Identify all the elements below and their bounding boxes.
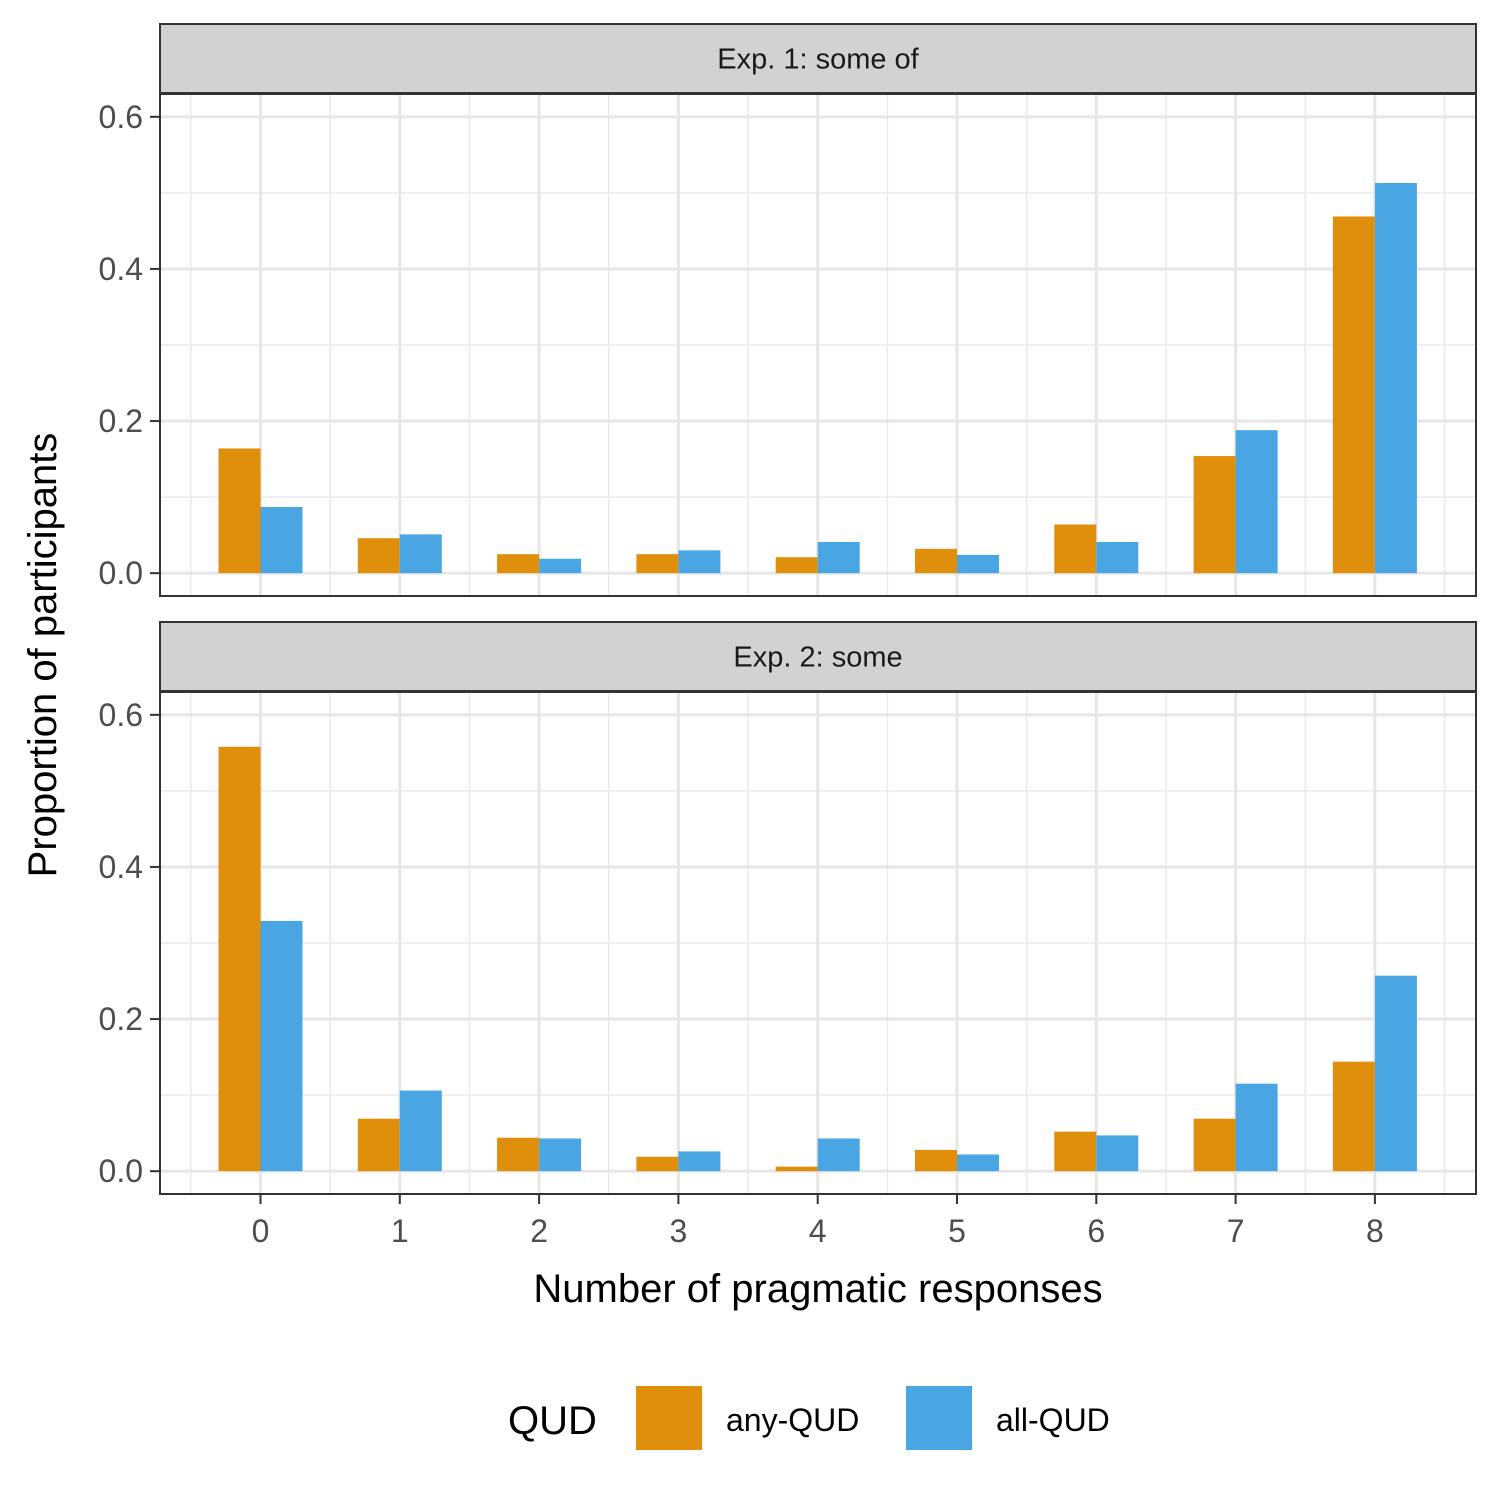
- bar-all-qud-6: [1096, 1135, 1139, 1172]
- y-tick-label: 0.0: [99, 555, 143, 591]
- facet-strip-label: Exp. 2: some: [733, 642, 902, 674]
- bar-any-qud-8: [1332, 1061, 1375, 1172]
- bar-all-qud-3: [678, 550, 721, 574]
- bar-all-qud-4: [817, 1138, 860, 1172]
- x-tick-label: 4: [809, 1213, 827, 1249]
- x-tick-label: 2: [530, 1213, 548, 1249]
- bar-any-qud-3: [636, 554, 679, 574]
- bar-all-qud-2: [539, 1138, 582, 1172]
- y-tick-label: 0.0: [99, 1153, 143, 1189]
- bar-any-qud-4: [775, 1166, 818, 1172]
- y-axis-title: Proportion of participants: [21, 433, 65, 878]
- bar-all-qud-4: [817, 541, 860, 574]
- legend-label-any-qud: any-QUD: [726, 1402, 859, 1438]
- x-axis: 0 1 2 3 4 5 6 7 8: [252, 1194, 1384, 1249]
- y-tick-label: 0.6: [99, 697, 143, 733]
- y-tick-label: 0.6: [99, 99, 143, 135]
- x-tick-label: 6: [1087, 1213, 1105, 1249]
- legend-key-any-qud: [636, 1386, 702, 1450]
- y-tick-label: 0.2: [99, 1001, 143, 1037]
- legend: QUD any-QUD all-QUD: [508, 1386, 1110, 1450]
- x-tick-label: 1: [391, 1213, 409, 1249]
- bar-any-qud-1: [357, 1118, 400, 1172]
- panel-2: Exp. 2: some 0.0 0.2 0.4 0.6: [99, 621, 1477, 1195]
- bar-all-qud-2: [539, 558, 582, 574]
- facet-strip-label: Exp. 1: some of: [717, 44, 919, 76]
- bar-any-qud-2: [497, 554, 540, 574]
- bar-any-qud-2: [497, 1137, 540, 1172]
- bar-any-qud-5: [915, 548, 957, 574]
- facet-strip: [159, 23, 1477, 94]
- bar-any-qud-0: [218, 746, 261, 1172]
- legend-key-all-qud: [906, 1386, 972, 1450]
- bar-all-qud-1: [399, 534, 442, 574]
- bar-all-qud-8: [1374, 182, 1417, 574]
- x-tick-label: 0: [252, 1213, 270, 1249]
- bar-all-qud-1: [399, 1090, 442, 1172]
- bar-any-qud-7: [1193, 456, 1236, 574]
- bar-any-qud-7: [1193, 1118, 1236, 1172]
- bar-any-qud-1: [357, 538, 400, 574]
- legend-title: QUD: [508, 1399, 597, 1443]
- bar-all-qud-7: [1235, 1083, 1278, 1172]
- bar-any-qud-0: [218, 448, 261, 574]
- panel-border: [159, 93, 1477, 597]
- bar-any-qud-4: [775, 557, 818, 574]
- x-axis-title: Number of pragmatic responses: [533, 1267, 1102, 1311]
- bar-any-qud-8: [1332, 216, 1375, 574]
- bar-all-qud-7: [1235, 430, 1278, 574]
- bar-all-qud-0: [260, 507, 303, 574]
- legend-label-all-qud: all-QUD: [996, 1402, 1110, 1438]
- bar-all-qud-5: [957, 554, 999, 574]
- bar-any-qud-3: [636, 1156, 679, 1172]
- bar-all-qud-8: [1374, 975, 1417, 1172]
- bar-all-qud-0: [260, 920, 303, 1172]
- bar-all-qud-5: [957, 1154, 999, 1172]
- facet-strip: [159, 621, 1477, 692]
- y-tick-label: 0.4: [99, 251, 143, 287]
- y-tick-label: 0.4: [99, 849, 143, 885]
- panels: Exp. 1: some of 0.0 0.2 0.4 0.6 Exp. 2: some 0…: [99, 23, 1477, 1195]
- bar-any-qud-6: [1054, 524, 1097, 574]
- bar-all-qud-6: [1096, 541, 1139, 574]
- x-tick-label: 3: [670, 1213, 688, 1249]
- x-tick-label: 7: [1227, 1213, 1245, 1249]
- bar-any-qud-6: [1054, 1131, 1097, 1172]
- bar-any-qud-5: [915, 1149, 957, 1172]
- bar-all-qud-3: [678, 1151, 721, 1172]
- y-tick-label: 0.2: [99, 403, 143, 439]
- x-tick-label: 5: [948, 1213, 966, 1249]
- x-tick-label: 8: [1366, 1213, 1384, 1249]
- panel-1: Exp. 1: some of 0.0 0.2 0.4 0.6: [99, 23, 1477, 597]
